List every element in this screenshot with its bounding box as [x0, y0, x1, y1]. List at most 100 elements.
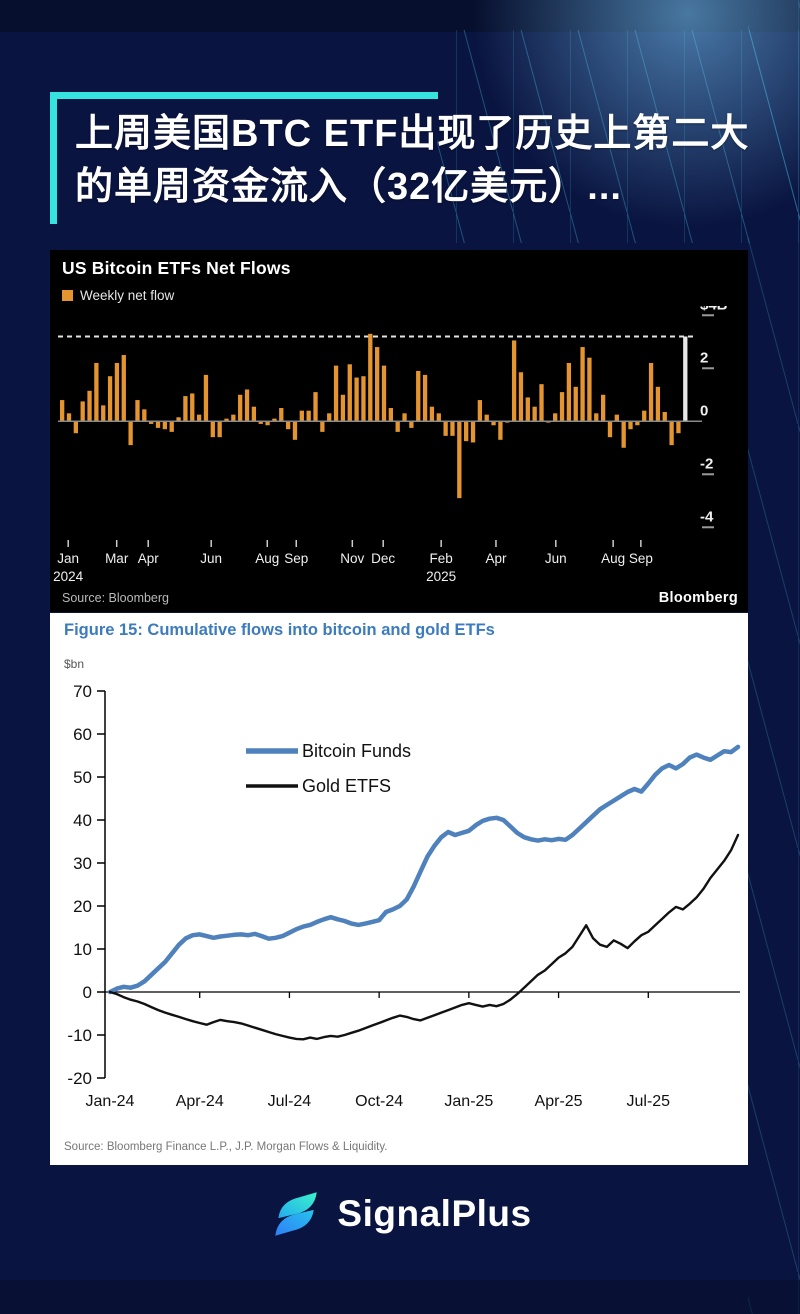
bloomberg-legend-label: Weekly net flow	[80, 288, 175, 303]
weekly-bar	[491, 421, 496, 426]
x-axis-label: Nov	[340, 551, 364, 566]
weekly-bar	[368, 333, 373, 422]
headline: 上周美国BTC ETF出现了历史上第二大 的单周资金流入（32亿美元）...	[50, 92, 750, 224]
gold-etfs-line	[108, 833, 740, 1041]
weekly-bar	[320, 421, 325, 432]
weekly-bar	[436, 413, 441, 422]
weekly-bar	[628, 421, 633, 430]
weekly-bar	[162, 421, 168, 430]
y-axis-label: 50	[73, 768, 92, 787]
weekly-bar	[272, 418, 277, 422]
weekly-bar	[416, 370, 421, 422]
legend-label: Bitcoin Funds	[302, 741, 411, 761]
weekly-bar	[511, 340, 517, 422]
x-axis-label: Jul-25	[626, 1093, 670, 1110]
weekly-bar	[299, 410, 304, 422]
weekly-bar	[135, 400, 140, 422]
x-axis-label: Apr-25	[535, 1093, 583, 1110]
weekly-bar	[518, 372, 524, 422]
weekly-bar	[361, 376, 366, 422]
y-axis-label: $4B	[700, 306, 728, 313]
bitcoin-funds-line	[107, 744, 741, 995]
weekly-bar	[60, 400, 65, 422]
weekly-bar	[635, 421, 640, 426]
weekly-bar	[457, 421, 462, 499]
y-axis-label: 40	[73, 811, 92, 830]
weekly-bar	[251, 406, 257, 422]
weekly-bar	[244, 389, 250, 422]
weekly-bar	[580, 347, 585, 422]
weekly-bar	[80, 401, 85, 422]
weekly-bar	[101, 405, 106, 422]
weekly-bar	[94, 362, 99, 422]
y-axis-label: -10	[67, 1026, 92, 1045]
figure15-panel: Figure 15: Cumulative flows into bitcoin…	[50, 613, 748, 1165]
headline-line2: 的单周资金流入（32亿美元）...	[75, 166, 622, 208]
weekly-bar	[655, 386, 661, 422]
weekly-bar	[238, 394, 243, 422]
weekly-bar	[477, 400, 483, 422]
x-axis-year-label: 2025	[426, 569, 456, 584]
weekly-bar	[498, 421, 503, 440]
y-axis-label: 2	[700, 349, 708, 366]
bloomberg-source-label: Source: Bloomberg	[62, 591, 170, 605]
legend-label: Gold ETFS	[302, 776, 391, 796]
bloomberg-legend: Weekly net flow	[62, 288, 174, 303]
weekly-bar	[155, 421, 161, 428]
x-axis-label: Jan-25	[444, 1093, 493, 1110]
weekly-bar	[429, 406, 435, 422]
weekly-bar	[587, 357, 592, 422]
weekly-bar	[258, 421, 263, 424]
headline-line1: 上周美国BTC ETF出现了历史上第二大	[75, 113, 750, 155]
weekly-bar	[484, 414, 489, 422]
x-axis-label: Aug	[601, 551, 625, 566]
y-axis-label: -2	[700, 455, 713, 472]
weekly-bar	[402, 413, 407, 422]
weekly-bar	[87, 390, 92, 422]
weekly-bar	[409, 421, 414, 428]
weekly-bar	[149, 421, 154, 424]
weekly-bar	[559, 392, 565, 422]
footer-brand: SignalPlus	[0, 1186, 800, 1242]
figure15-title: Figure 15: Cumulative flows into bitcoin…	[64, 621, 495, 639]
x-axis-label: Jul-24	[268, 1093, 312, 1110]
cumulative-flows-line-chart: 70 60 50 40 30 20 10 0 -10 -20 Jan-24 Apr-24 Jul-24 O…	[67, 682, 741, 1110]
weekly-bar	[642, 410, 647, 422]
y-axis-label: 60	[73, 725, 92, 744]
y-axis-label: 70	[73, 682, 92, 701]
x-axis-label: Apr-24	[176, 1093, 224, 1110]
x-axis-label: Jun	[545, 551, 567, 566]
weekly-bar	[224, 418, 229, 422]
net-flows-bar-chart: $4B 2 0 -2 -4 Jan 2024 Mar Apr Jun Aug Sep Nov Dec Feb…	[53, 306, 728, 584]
x-axis-label: Mar	[105, 551, 129, 566]
figure15-y-unit: $bn	[64, 657, 85, 671]
weekly-bar	[265, 421, 270, 426]
weekly-bar	[279, 408, 284, 422]
weekly-bar	[395, 421, 400, 432]
weekly-bar	[388, 408, 393, 422]
weekly-bar	[190, 393, 195, 422]
weekly-bar	[525, 397, 530, 422]
y-axis-label: -4	[700, 508, 714, 525]
figure15-source: Source: Bloomberg Finance L.P., J.P. Mor…	[64, 1141, 388, 1153]
y-axis-label: 0	[83, 983, 92, 1002]
weekly-bar	[121, 355, 126, 422]
weekly-bar	[203, 374, 209, 422]
x-axis-label: Oct-24	[355, 1093, 403, 1110]
weekly-bar	[333, 365, 339, 422]
bloomberg-chart-panel: US Bitcoin ETFs Net Flows Weekly net flo…	[50, 250, 748, 612]
weekly-bar	[662, 412, 667, 422]
bloomberg-footer: Source: Bloomberg Bloomberg	[62, 590, 738, 606]
x-axis-label: Jan-24	[86, 1093, 135, 1110]
weekly-bar	[600, 394, 606, 422]
weekly-bar	[566, 362, 572, 422]
x-axis-label: Feb	[430, 551, 453, 566]
weekly-bar	[128, 421, 133, 446]
x-axis-label: Aug	[255, 551, 279, 566]
x-axis-label: Sep	[629, 551, 653, 566]
weekly-bar	[114, 362, 120, 422]
weekly-bar	[470, 421, 476, 443]
weekly-bar	[196, 414, 202, 422]
y-axis-label: 0	[700, 402, 708, 419]
weekly-bar	[183, 396, 188, 422]
